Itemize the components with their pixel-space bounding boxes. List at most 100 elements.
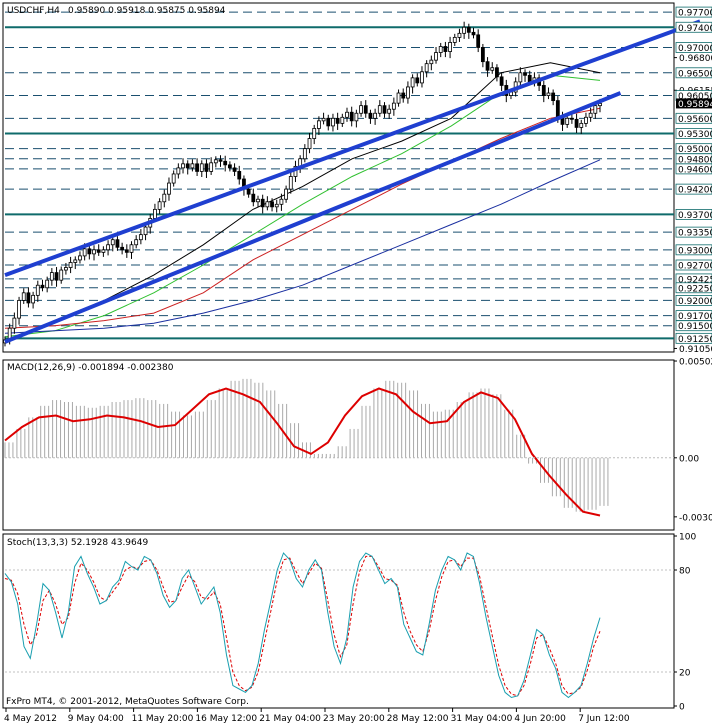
candle-body [31,294,36,304]
candle-body [302,148,307,160]
time-axis-label: 11 May 20:00 [132,714,194,724]
channel-line [4,91,622,344]
candle-body [316,120,321,129]
stoch-axis-label: 0 [679,703,685,713]
candle-body [40,284,45,289]
main-pane-title: USDCHF,H4 [7,6,60,16]
candle-body [321,117,326,122]
price-level-badge [675,320,712,332]
candle-body [387,108,392,114]
candle-body [115,239,120,248]
candle-body [584,116,588,124]
candle-body [349,111,354,122]
candle-body [377,105,382,114]
stoch-axis: 100 80 20 0 [674,533,696,713]
candle-body [499,76,504,86]
candle-body [495,67,499,78]
candle-body [260,198,265,208]
candle-body [588,112,593,118]
price-axis-label: 0.93000 [678,246,712,256]
candle-body [579,122,584,128]
candle-body [518,72,523,83]
candle-body [406,86,410,99]
candle-body [424,63,429,73]
macd-signal-line [4,387,601,517]
time-axis-label: 28 May 12:00 [387,714,449,724]
candle-body [59,269,64,281]
stoch-main-line [4,552,601,699]
price-level-badge [675,163,712,175]
candle-body [237,171,242,180]
candle-body [17,300,21,319]
candle-body [312,128,317,139]
candle-body [438,46,443,53]
candle-body [64,267,68,271]
candle-body [555,100,560,118]
candle-body [420,71,424,84]
price-axis-label: 0.95000 [678,145,712,155]
candle-body [120,246,125,251]
stoch-pane: 100 80 20 0 Stoch(13,3,3) 52.1928 43.9649 F… [2,533,696,713]
candle-body [171,173,176,184]
candle-body [429,59,434,65]
candle-body [204,163,209,172]
candle-body [345,111,349,118]
price-axis-label: 0.94200 [678,186,712,196]
price-level-badge [675,21,712,33]
price-level-badge [675,259,712,271]
candle-body [223,160,228,166]
candle-body [265,201,270,208]
price-axis-label: 0.91700 [678,312,712,322]
candle-body [452,36,457,43]
candle-body [326,117,331,127]
price-axis-label: 0.92250 [678,284,712,294]
candle-body [410,77,415,88]
candle-body [26,292,31,304]
price-axis-label: 0.91050 [679,345,712,355]
candle-body [434,52,438,61]
price-axis-label: 0.97400 [678,24,712,34]
candle-body [167,182,171,195]
candle-body [124,249,129,253]
candle-body [396,92,401,104]
candle-body [190,163,195,169]
price-level-badge [675,128,712,139]
candle-body [45,279,50,289]
price-axis-label: 0.91250 [678,335,712,345]
time-axis-label: 7 Jun 12:00 [578,714,630,724]
candle-body [134,239,139,246]
price-axis-label: 0.95600 [678,115,712,125]
price-axis-label: 0.93350 [678,229,712,239]
candle-body [256,198,260,203]
main-pane: 0.977000.974000.970000.968000.965000.961… [2,2,712,355]
candle-body [82,248,87,257]
candle-body [96,249,101,253]
candle-body [143,226,148,236]
price-level-badge [675,183,712,195]
ohlc-readout: 0.95890 0.95918 0.95875 0.95894 [68,6,226,16]
price-level-badge [675,295,712,306]
candle-body [569,117,574,120]
price-level-badge [675,209,712,220]
price-axis-label: 0.94800 [678,155,712,165]
candle-body [251,193,256,203]
time-axis-label: 16 May 12:00 [195,714,257,724]
candle-body [106,244,110,251]
stochastic-lines [4,552,674,699]
candle-body [138,234,143,241]
candle-body [209,162,214,172]
price-level-badge [675,332,712,344]
stoch-signal-line [4,555,601,697]
price-level-badge [675,42,712,53]
main-pane-frame [2,2,675,353]
macd-pane-frame [2,359,675,531]
candle-body [110,239,115,246]
price-axis-label: 0.96050 [678,92,712,102]
candle-body [331,117,335,127]
candle-body [574,118,579,128]
price-axis-label: 0.92700 [678,262,712,272]
candle-body [565,117,570,125]
stoch-axis-label: 20 [679,669,691,679]
candle-body [87,248,92,255]
